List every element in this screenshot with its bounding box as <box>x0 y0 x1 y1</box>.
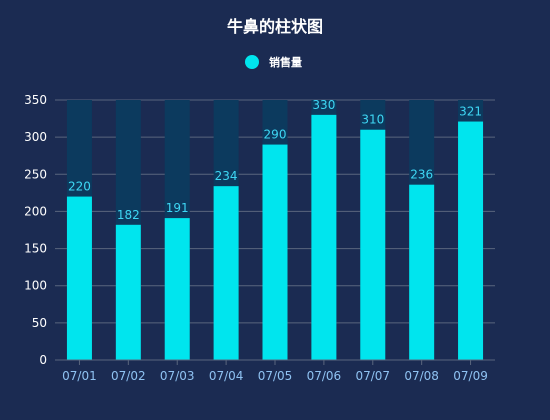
x-tick-label: 07/09 <box>453 369 488 383</box>
bar <box>262 144 288 360</box>
y-tick-label: 0 <box>39 353 47 367</box>
data-label: 290 <box>264 128 287 142</box>
y-tick-label: 200 <box>24 204 47 218</box>
bar <box>213 186 239 360</box>
y-tick-label: 250 <box>24 167 47 181</box>
x-tick-label: 07/07 <box>355 369 390 383</box>
legend-swatch-icon <box>245 55 259 69</box>
x-tick-label: 07/04 <box>209 369 244 383</box>
data-label: 310 <box>361 113 384 127</box>
bar <box>115 224 141 360</box>
x-tick-label: 07/02 <box>111 369 146 383</box>
bar <box>164 218 190 360</box>
x-tick-label: 07/01 <box>62 369 97 383</box>
data-label: 236 <box>410 168 433 182</box>
bar <box>360 129 386 360</box>
y-tick-label: 100 <box>24 279 47 293</box>
x-tick-label: 07/03 <box>160 369 195 383</box>
data-label: 321 <box>459 105 482 119</box>
x-tick-label: 07/05 <box>258 369 293 383</box>
legend[interactable]: 销售量 <box>245 54 302 70</box>
legend-label: 销售量 <box>269 56 302 69</box>
bar <box>311 114 337 360</box>
y-tick-label: 300 <box>24 130 47 144</box>
y-tick-label: 50 <box>32 316 47 330</box>
bar <box>66 196 92 360</box>
y-tick-label: 150 <box>24 242 47 256</box>
x-tick-label: 07/08 <box>404 369 439 383</box>
data-label: 330 <box>312 98 335 112</box>
data-label: 191 <box>166 201 189 215</box>
data-label: 182 <box>117 208 140 222</box>
bar <box>409 184 435 360</box>
x-tick-label: 07/06 <box>307 369 342 383</box>
chart-title: 牛鼻的柱状图 <box>226 17 323 36</box>
y-tick-label: 350 <box>24 93 47 107</box>
bar <box>458 121 484 361</box>
data-label: 234 <box>215 169 238 183</box>
data-label: 220 <box>68 180 91 194</box>
